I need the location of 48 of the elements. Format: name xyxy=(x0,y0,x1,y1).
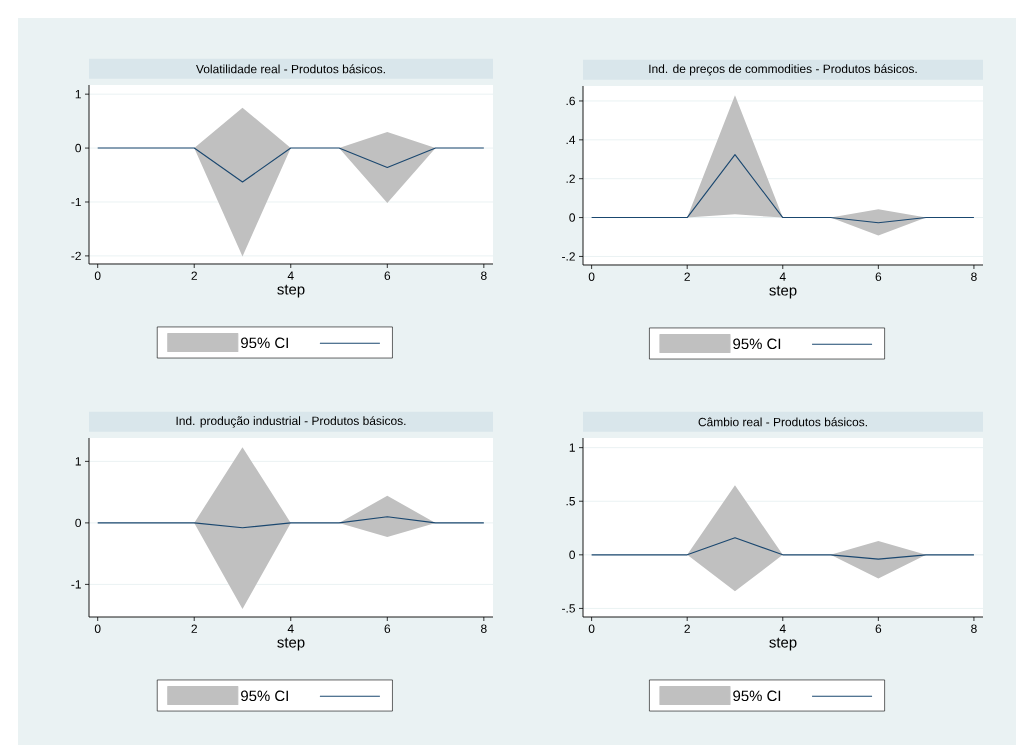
x-tick-label: 6 xyxy=(875,624,882,633)
y-tick-label: 1 xyxy=(75,90,81,99)
x-tick-label: 8 xyxy=(481,271,487,280)
y-tick-label: .5 xyxy=(566,497,575,506)
y-tick-label: .6 xyxy=(566,96,575,106)
x-tick-label: 4 xyxy=(287,624,294,633)
y-tick-label: 1 xyxy=(569,443,575,452)
x-tick-label: 0 xyxy=(588,624,595,633)
y-tick-label: 0 xyxy=(75,518,82,528)
text: 95% CI xyxy=(241,690,288,702)
x-tick-label: 0 xyxy=(94,271,101,280)
y-tick-label: .2 xyxy=(566,174,575,183)
y-tick-label: -.2 xyxy=(562,252,575,261)
text: 95% CI xyxy=(733,338,781,350)
x-tick-label: 0 xyxy=(94,624,101,633)
y-tick-label: -1 xyxy=(71,580,81,589)
y-tick-label: 0 xyxy=(75,143,82,153)
x-tick-label: 4 xyxy=(779,624,786,633)
x-axis-title: step xyxy=(277,284,305,298)
y-tick-label: -.5 xyxy=(562,604,575,613)
x-tick-label: 8 xyxy=(971,624,977,633)
x-tick-label: 2 xyxy=(191,271,197,280)
x-axis-title: step xyxy=(769,285,797,299)
text: 95% CI xyxy=(733,690,781,702)
y-tick-label: -1 xyxy=(71,197,81,207)
y-tick-label: 1 xyxy=(75,457,81,466)
x-tick-label: 8 xyxy=(971,272,977,281)
x-tick-label: 6 xyxy=(875,272,882,281)
chart-title: Ind. de preços de commodities - Produtos básicos. xyxy=(649,64,917,76)
x-tick-label: 4 xyxy=(779,272,786,281)
x-tick-label: 6 xyxy=(384,624,391,633)
y-tick-label: 0 xyxy=(569,213,576,222)
x-axis-title: step xyxy=(769,637,797,651)
x-tick-label: 2 xyxy=(684,624,690,633)
x-axis-title: step xyxy=(277,637,305,651)
x-tick-label: 8 xyxy=(481,624,487,633)
chart-title: Ind. produção industrial - Produtos básicos. xyxy=(176,416,406,428)
y-tick-label: 0 xyxy=(569,550,576,560)
chart-title: Volatilidade real - Produtos básicos. xyxy=(196,64,385,74)
x-tick-label: 0 xyxy=(588,272,595,281)
y-tick-label: -2 xyxy=(71,251,81,261)
x-tick-label: 2 xyxy=(684,272,690,281)
x-tick-label: 6 xyxy=(384,271,391,280)
x-tick-label: 2 xyxy=(191,624,197,633)
text: 95% CI xyxy=(241,337,288,349)
x-tick-label: 4 xyxy=(287,271,294,280)
y-tick-label: .4 xyxy=(566,135,576,144)
chart-title: Câmbio real - Produtos básicos. xyxy=(698,417,867,427)
